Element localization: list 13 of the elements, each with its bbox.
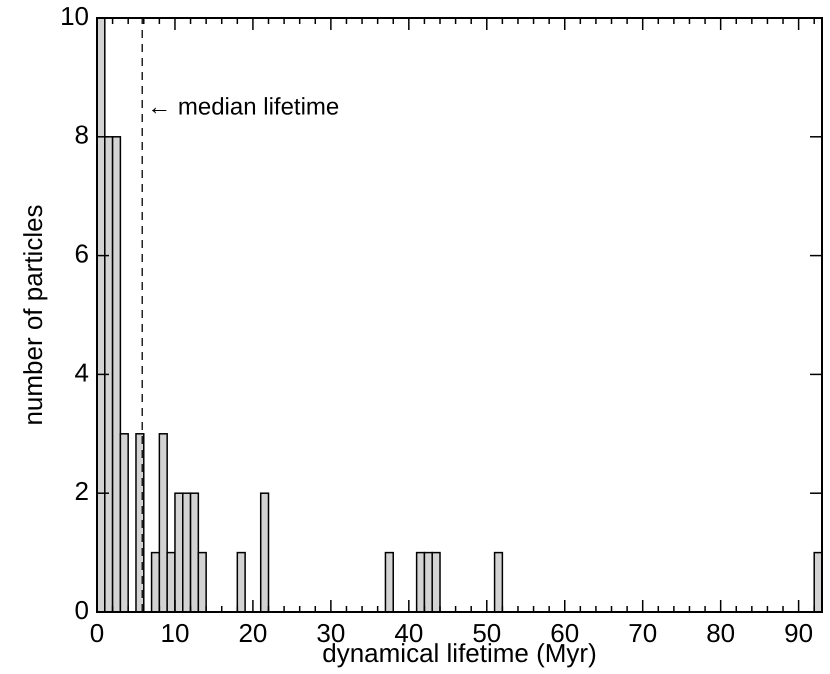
- ref-line-label: ← median lifetime: [147, 93, 340, 120]
- x-tick-label: 80: [706, 618, 736, 648]
- y-tick-label: 4: [74, 357, 89, 388]
- x-tick-label: 20: [238, 618, 268, 648]
- y-tick-label: 8: [74, 120, 89, 150]
- x-tick-label: 10: [160, 618, 190, 648]
- y-tick-label: 0: [74, 594, 89, 625]
- y-tick-label: 6: [74, 238, 89, 268]
- y-axis-title: number of particles: [18, 204, 48, 426]
- x-tick-label: 90: [784, 618, 814, 648]
- y-tick-label: 10: [60, 0, 89, 31]
- y-tick-label: 2: [74, 476, 89, 506]
- x-tick-label: 70: [628, 618, 658, 648]
